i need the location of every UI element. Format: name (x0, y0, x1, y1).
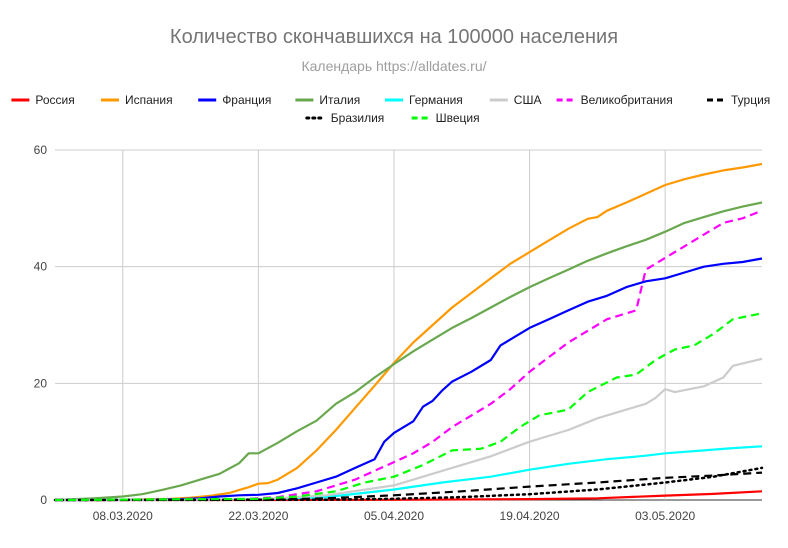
series-line (54, 162, 763, 502)
series-line (54, 257, 763, 502)
legend-label: Франция (222, 93, 271, 107)
x-tick-label: 19.04.2020 (500, 509, 560, 523)
series-line (53, 466, 764, 502)
legend-label: Италия (319, 93, 360, 107)
y-tick-label: 0 (40, 493, 47, 507)
x-tick-label: 05.04.2020 (364, 509, 424, 523)
y-tick-label: 40 (34, 260, 48, 274)
x-tick-label: 08.03.2020 (93, 509, 153, 523)
series-line (54, 201, 763, 502)
legend-label: Турция (731, 93, 770, 107)
series-line (54, 357, 763, 502)
chart-subtitle: Календарь https://alldates.ru/ (301, 58, 487, 74)
chart-title: Количество скончавшихся на 100000 населе… (169, 26, 619, 48)
legend-label: Испания (125, 93, 173, 107)
y-tick-label: 60 (34, 143, 48, 157)
legend-label: США (514, 93, 542, 107)
series-line (54, 209, 763, 502)
x-tick-label: 22.03.2020 (228, 509, 288, 523)
legend-label: Бразилия (331, 111, 385, 125)
series-line (54, 445, 763, 502)
legend-label: Великобритания (581, 93, 673, 107)
x-tick-label: 03.05.2020 (635, 509, 695, 523)
y-tick-label: 20 (34, 376, 48, 390)
legend-label: Россия (35, 93, 74, 107)
legend-label: Германия (409, 93, 463, 107)
series-line (54, 471, 763, 502)
legend-label: Швеция (436, 111, 480, 125)
series-line (54, 312, 763, 502)
